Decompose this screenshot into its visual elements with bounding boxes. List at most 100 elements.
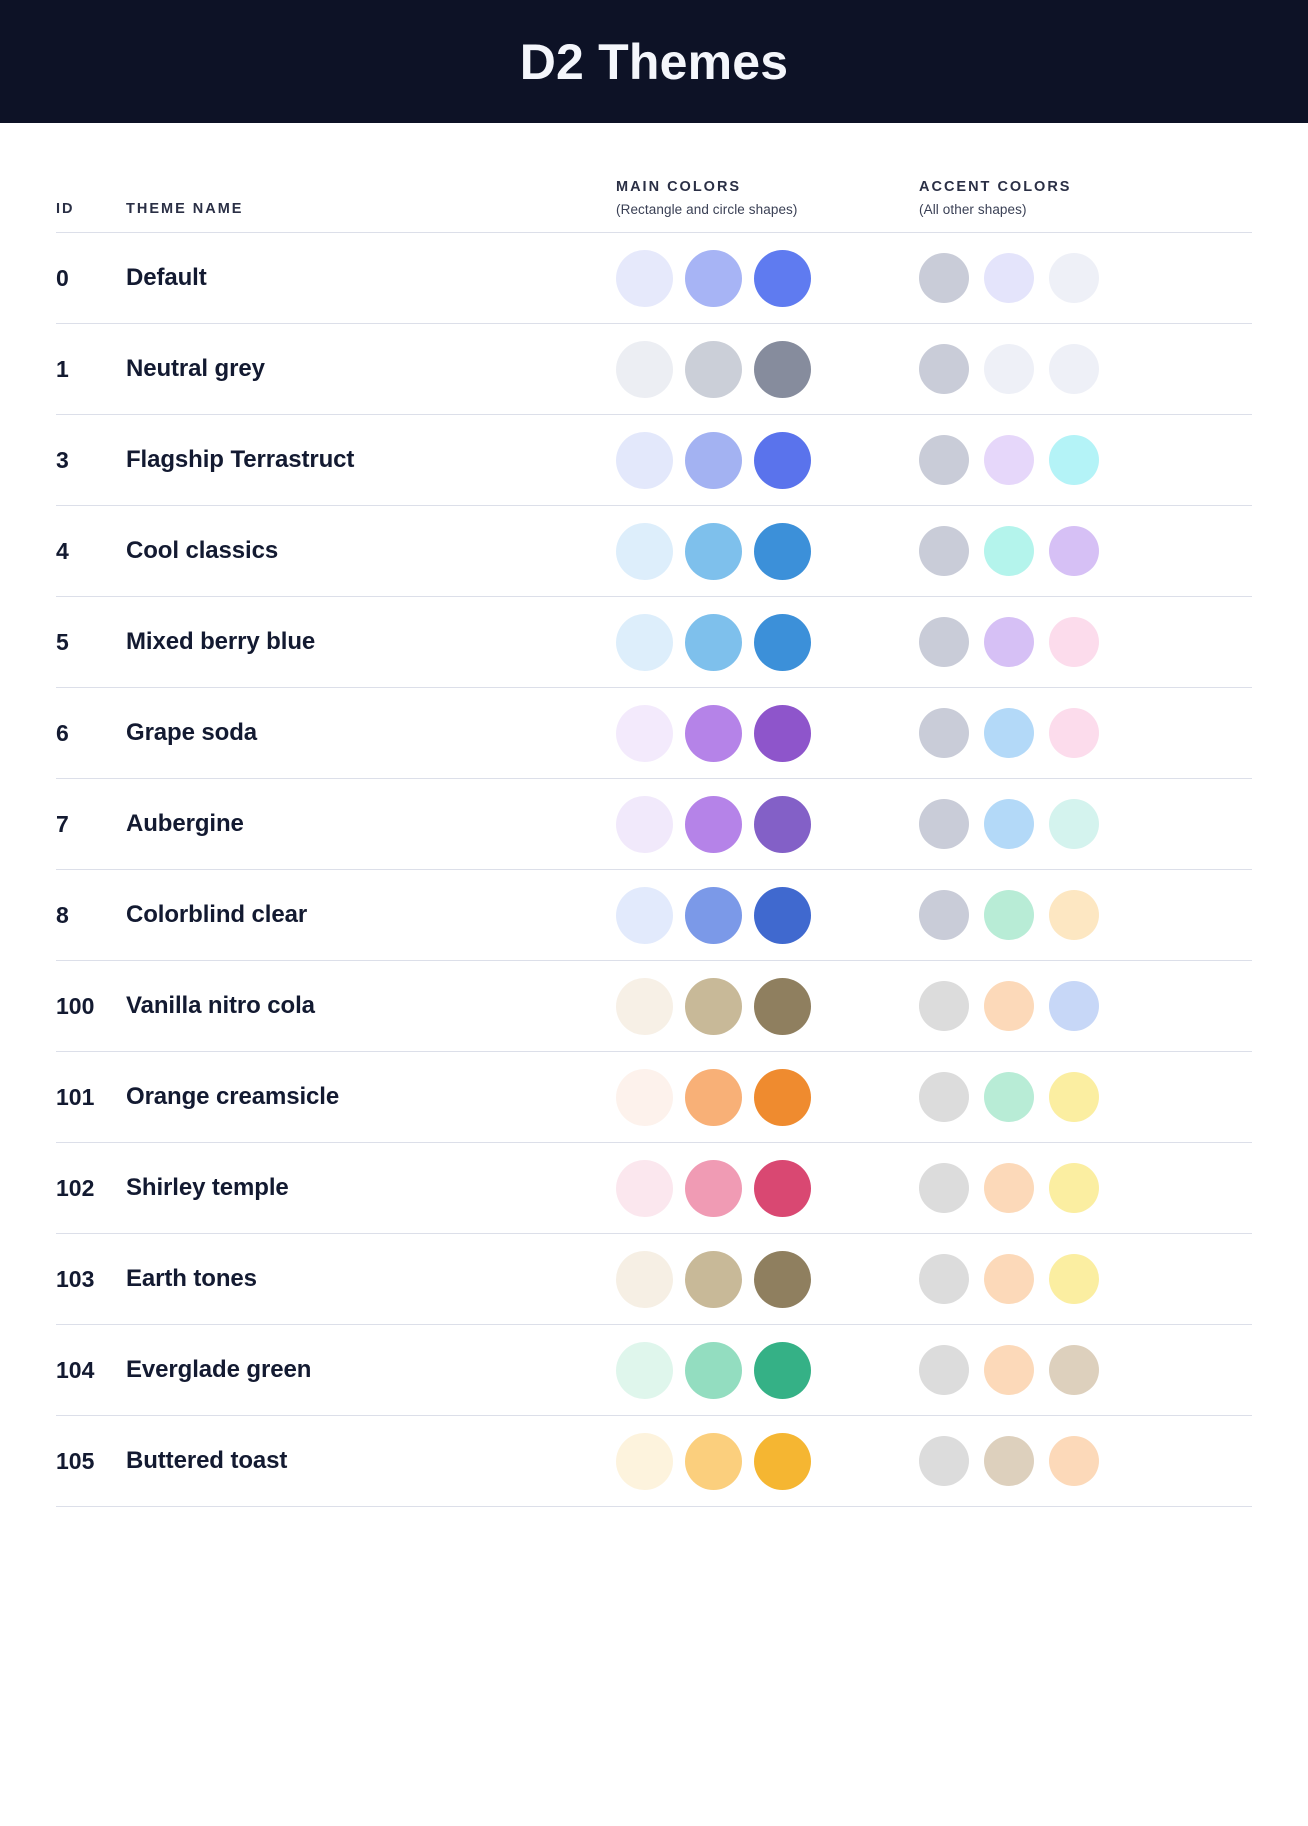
main-color-swatch-1 [616,1432,673,1490]
theme-id: 8 [56,901,69,928]
theme-id: 103 [56,1265,95,1292]
accent-colors-swatches [919,708,1252,758]
accent-color-swatch-3 [1049,1163,1099,1213]
main-colors-swatches [616,1068,919,1126]
table-row[interactable]: 5 Mixed berry blue [56,597,1252,688]
theme-id: 6 [56,719,69,746]
accent-color-swatch-1 [919,799,969,849]
column-header-theme-name: THEME NAME [126,200,244,217]
accent-color-swatch-2 [984,526,1034,576]
accent-colors-swatches [919,1254,1252,1304]
accent-color-swatch-3 [1049,1072,1099,1122]
theme-name: Cool classics [126,537,279,564]
table-row[interactable]: 7 Aubergine [56,779,1252,870]
column-header-accent-colors: ACCENT COLORS [919,179,1072,196]
main-colors-swatches [616,340,919,398]
table-row[interactable]: 104 Everglade green [56,1325,1252,1416]
main-colors-swatches [616,886,919,944]
accent-color-swatch-1 [919,253,969,303]
theme-id: 7 [56,810,69,837]
main-color-swatch-2 [685,886,742,944]
table-row[interactable]: 100 Vanilla nitro cola [56,961,1252,1052]
column-header-main-colors: MAIN COLORS [616,179,742,196]
accent-color-swatch-2 [984,253,1034,303]
main-colors-swatches [616,977,919,1035]
table-row[interactable]: 103 Earth tones [56,1234,1252,1325]
main-colors-swatches [616,704,919,762]
main-color-swatch-3 [754,1068,811,1126]
accent-color-swatch-2 [984,981,1034,1031]
table-row[interactable]: 3 Flagship Terrastruct [56,415,1252,506]
table-row[interactable]: 0 Default [56,233,1252,324]
accent-colors-swatches [919,1436,1252,1486]
accent-color-swatch-2 [984,435,1034,485]
accent-color-swatch-3 [1049,253,1099,303]
main-color-swatch-3 [754,1341,811,1399]
main-color-swatch-2 [685,795,742,853]
main-color-swatch-3 [754,795,811,853]
accent-colors-swatches [919,344,1252,394]
table-header-row: ID THEME NAME MAIN COLORS (Rectangle and… [56,123,1252,233]
table-row[interactable]: 102 Shirley temple [56,1143,1252,1234]
table-row[interactable]: 101 Orange creamsicle [56,1052,1252,1143]
main-colors-swatches [616,1341,919,1399]
accent-color-swatch-1 [919,1163,969,1213]
main-color-swatch-1 [616,613,673,671]
theme-name: Flagship Terrastruct [126,446,355,473]
accent-color-swatch-1 [919,890,969,940]
column-header-accent-colors-group: ACCENT COLORS (All other shapes) [919,179,1252,218]
main-color-swatch-2 [685,704,742,762]
main-color-swatch-1 [616,977,673,1035]
theme-name: Default [126,264,207,291]
main-colors-swatches [616,795,919,853]
accent-color-swatch-3 [1049,981,1099,1031]
accent-color-swatch-2 [984,1345,1034,1395]
accent-color-swatch-3 [1049,1345,1099,1395]
main-color-swatch-1 [616,1068,673,1126]
accent-colors-swatches [919,1163,1252,1213]
accent-color-swatch-2 [984,1254,1034,1304]
main-color-swatch-2 [685,522,742,580]
main-color-swatch-2 [685,1432,742,1490]
main-color-swatch-3 [754,977,811,1035]
accent-color-swatch-1 [919,981,969,1031]
theme-id: 0 [56,264,69,291]
accent-color-swatch-2 [984,617,1034,667]
main-color-swatch-3 [754,704,811,762]
main-colors-swatches [616,1432,919,1490]
theme-id: 105 [56,1447,95,1474]
theme-id: 5 [56,628,69,655]
accent-color-swatch-2 [984,1072,1034,1122]
accent-color-swatch-3 [1049,1436,1099,1486]
main-color-swatch-1 [616,1341,673,1399]
main-color-swatch-1 [616,704,673,762]
accent-color-swatch-3 [1049,435,1099,485]
table-row[interactable]: 1 Neutral grey [56,324,1252,415]
table-row[interactable]: 8 Colorblind clear [56,870,1252,961]
table-row[interactable]: 4 Cool classics [56,506,1252,597]
table-row[interactable]: 6 Grape soda [56,688,1252,779]
accent-color-swatch-1 [919,708,969,758]
main-color-swatch-2 [685,1159,742,1217]
theme-id: 104 [56,1356,95,1383]
main-color-swatch-3 [754,249,811,307]
accent-colors-swatches [919,1072,1252,1122]
accent-colors-swatches [919,890,1252,940]
main-color-swatch-2 [685,431,742,489]
main-color-swatch-1 [616,795,673,853]
main-color-swatch-3 [754,431,811,489]
main-color-swatch-1 [616,340,673,398]
accent-colors-swatches [919,253,1252,303]
table-row[interactable]: 105 Buttered toast [56,1416,1252,1507]
theme-id: 101 [56,1083,95,1110]
main-color-swatch-2 [685,977,742,1035]
accent-color-swatch-1 [919,344,969,394]
accent-colors-swatches [919,435,1252,485]
main-color-swatch-3 [754,1432,811,1490]
accent-color-swatch-3 [1049,799,1099,849]
main-color-swatch-2 [685,1250,742,1308]
theme-name: Earth tones [126,1265,257,1292]
main-color-swatch-3 [754,340,811,398]
theme-id: 3 [56,446,69,473]
main-colors-swatches [616,1250,919,1308]
